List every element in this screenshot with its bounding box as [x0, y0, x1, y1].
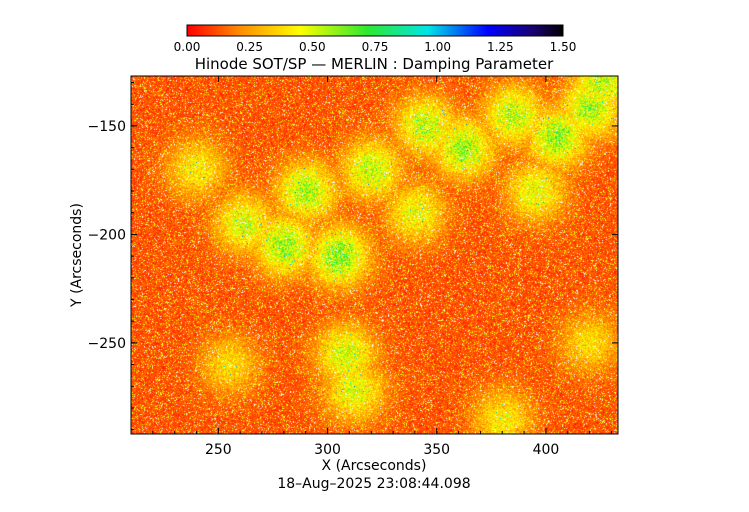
- x-tick-label: 300: [314, 442, 341, 458]
- colorbar-tick-labels: 0.00 0.25 0.50 0.75 1.00 1.25 1.50: [174, 40, 577, 54]
- chart-title: Hinode SOT/SP — MERLIN : Damping Paramet…: [195, 55, 554, 73]
- damping-heatmap: [131, 76, 618, 434]
- x-tick-label: 350: [423, 442, 450, 458]
- y-axis-label: Y (Arcseconds): [69, 203, 85, 308]
- colorbar-tick-label: 0.25: [236, 40, 263, 54]
- colorbar: [186, 24, 564, 37]
- timestamp: 18–Aug–2025 23:08:44.098: [277, 476, 470, 492]
- y-tick-label: −200: [88, 227, 126, 243]
- colorbar-tick-label: 1.25: [487, 40, 514, 54]
- heatmap-image: [131, 76, 618, 434]
- x-axis-ticks: 250 300 350 400: [130, 76, 612, 458]
- x-tick-label: 400: [533, 442, 560, 458]
- colorbar-tick-label: 0.50: [299, 40, 326, 54]
- plot-frame: [130, 75, 619, 435]
- x-axis-label: X (Arcseconds): [322, 458, 427, 474]
- colorbar-tick-label: 0.75: [362, 40, 389, 54]
- colorbar-tick-label: 0.00: [174, 40, 201, 54]
- colorbar-tick-label: 1.50: [550, 40, 577, 54]
- y-axis-ticks: −150 −200 −250: [88, 82, 618, 431]
- y-tick-label: −150: [88, 119, 126, 135]
- y-tick-label: −250: [88, 336, 126, 352]
- colorbar-tick-label: 1.00: [424, 40, 451, 54]
- x-tick-label: 250: [205, 442, 232, 458]
